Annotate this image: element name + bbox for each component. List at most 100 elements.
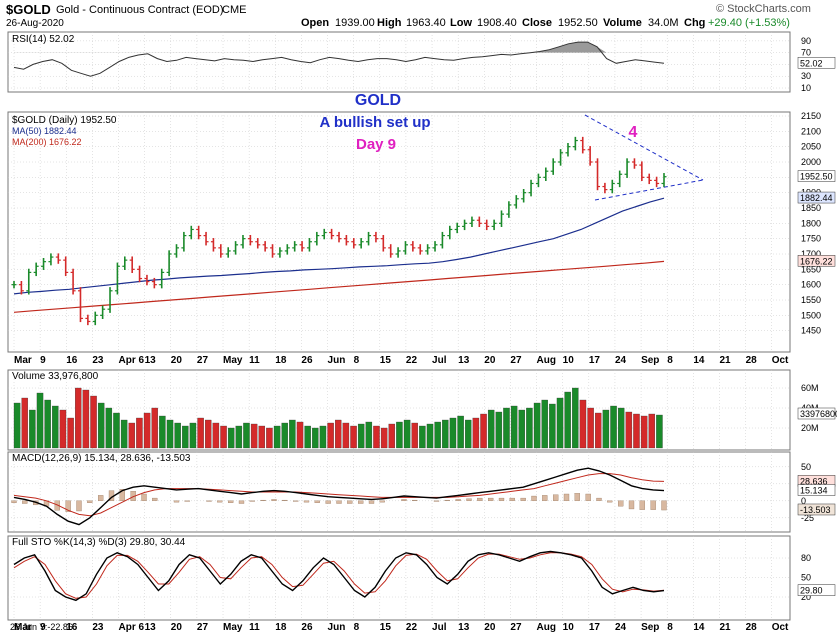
volume-bar [526,407,533,449]
volume-bar [67,417,74,449]
x-axis-bottom: Mar 9 16 23 Apr 6 13 20 27 May 11 18 26 Jun 8 15 22 Jul 1… [14,622,789,633]
price-axis: 2150210020502000195019001850180017501700… [797,111,836,336]
volume-bar [648,413,656,449]
macd-histogram-bar [293,500,299,502]
volume-bar [388,423,396,449]
y-tick-label: 1700 [801,249,821,259]
y-tick-label: 2150 [801,111,821,121]
open-label: Open [301,17,330,29]
macd-histogram-bar [618,500,624,507]
x-tick-label: May [223,355,243,366]
price-panel [7,111,791,353]
macd-histogram-bar [152,497,158,501]
x-tick-label: Oct [772,622,789,633]
macd-histogram-bar [11,500,17,503]
macd-histogram-bar [206,500,212,502]
volume-bar [518,409,526,449]
volume-bar [105,407,113,449]
current-value-tag [797,407,836,420]
volume-bar [166,419,174,449]
volume-bar [182,425,189,449]
x-tick-label: Mar [14,355,32,366]
x-tick-label: 22 [406,622,418,633]
annotation-wave: 4 [629,124,638,141]
x-tick-label: 27 [510,622,522,633]
volume-bar [258,425,266,449]
x-tick-label: 8 [667,355,673,366]
y-tick-label: 80 [801,553,811,563]
volume-bar [419,425,426,449]
x-tick-label: 17 [589,355,601,366]
volume-bar [449,417,457,449]
macd-histogram-bar [433,500,440,502]
current-value-tag [797,503,836,516]
volume-bar [549,403,556,449]
volume-bar [510,405,518,449]
macd-histogram-bar [282,499,288,501]
volume-bar [266,427,273,449]
macd-histogram-bar [455,499,461,501]
x-tick-label: 21 [719,355,731,366]
macd-histogram-bar [466,498,472,501]
y-tick-label: 1450 [801,326,821,336]
volume-bar [205,419,212,449]
x-tick-label: 13 [458,355,470,366]
ma50-line [13,197,665,295]
chart-header: $GOLD Gold - Continuous Contract (EOD) C… [0,0,837,30]
macd-histogram-bar [303,500,310,503]
macd-histogram-bar [76,500,82,512]
ohlc-series [11,136,667,326]
volume-bar [82,389,90,449]
current-value-label: 15.134 [800,486,828,496]
macd-signal-line [13,473,665,517]
grid-lines [8,32,790,620]
current-value-tag [797,584,836,596]
volume-bar [227,427,235,449]
y-tick-label: 2100 [801,126,821,136]
x-tick-label: 26 [301,622,313,633]
volume-bar [120,419,128,449]
current-value-label: 1882.44 [800,193,833,203]
volume-bar [174,422,181,449]
macd-histogram-bar [379,500,385,503]
volume-bar [243,422,250,449]
macd-histogram-bar [585,493,591,501]
macd-histogram-bar [65,500,71,512]
macd-histogram-bar [542,495,548,501]
current-value-tag [797,255,836,267]
x-tick-label: 9 [40,622,46,633]
x-tick-label: 17 [589,622,601,633]
volume-bar [59,409,67,449]
macd-histogram-bar [87,500,93,503]
x-tick-label: 14 [693,355,705,366]
macd-histogram-bar [336,500,342,504]
annotation-gold: GOLD [355,92,401,109]
ma50-legend: MA(50) 1882.44 [12,126,77,136]
volume-bar [396,421,403,449]
y-tick-label: 1550 [801,295,821,305]
macd-histogram-bar [412,499,418,501]
y-tick-label: 1600 [801,280,821,290]
macd-histogram-bar [509,497,515,501]
volume-bar [29,409,36,449]
macd-histogram-bar [563,493,570,501]
volume-bar [457,415,464,449]
x-tick-label: 11 [249,355,260,366]
volume-bar [480,413,487,449]
x-tick-label: 22 [406,355,418,366]
volume-bar [296,421,304,449]
exchange: CME [222,4,247,16]
price-title: $GOLD (Daily) 1952.50 [12,115,117,126]
stockcharts-brand: © StockCharts.com [716,3,811,15]
triangle-lower-line [594,179,704,201]
x-tick-label: 27 [510,355,522,366]
x-tick-label: Aug [537,622,556,633]
macd-histogram-bar [325,500,331,504]
macd-histogram-bar [173,500,180,503]
volume-bar [487,409,495,449]
x-tick-label: 10 [563,622,575,633]
volume-bar [426,423,434,449]
volume-series [13,387,663,449]
